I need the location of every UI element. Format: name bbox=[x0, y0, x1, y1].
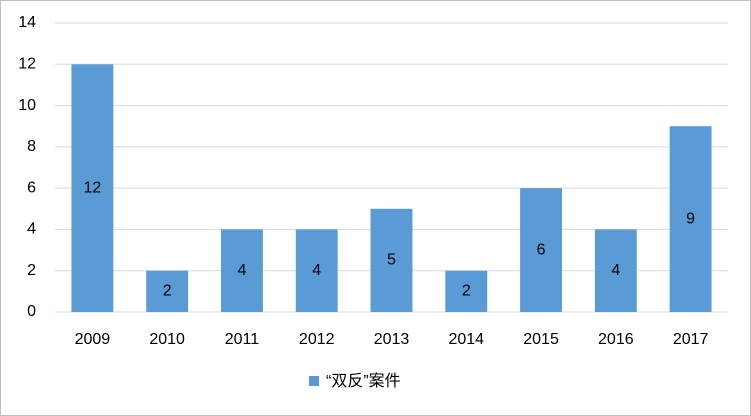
bar bbox=[594, 229, 637, 312]
y-tick-label: 6 bbox=[27, 179, 36, 196]
data-label: 2 bbox=[462, 283, 471, 300]
x-tick-label: 2010 bbox=[149, 331, 185, 348]
y-tick-label: 10 bbox=[18, 97, 36, 114]
y-tick-label: 0 bbox=[27, 303, 36, 320]
data-label: 2 bbox=[163, 283, 172, 300]
x-tick-label: 2014 bbox=[448, 331, 484, 348]
data-label: 6 bbox=[537, 241, 546, 258]
y-tick-label: 2 bbox=[27, 262, 36, 279]
x-tick-label: 2013 bbox=[374, 331, 410, 348]
y-tick-label: 14 bbox=[18, 14, 36, 31]
y-tick-label: 12 bbox=[18, 56, 36, 73]
data-label: 4 bbox=[611, 262, 620, 279]
bar bbox=[520, 188, 562, 312]
data-label: 4 bbox=[312, 262, 321, 279]
y-tick-label: 8 bbox=[27, 138, 36, 155]
data-label: 12 bbox=[83, 179, 101, 196]
bar bbox=[669, 126, 712, 312]
bar bbox=[146, 270, 189, 312]
x-tick-label: 2015 bbox=[523, 331, 559, 348]
bar bbox=[445, 270, 488, 312]
x-tick-label: 2017 bbox=[673, 331, 709, 348]
y-tick-label: 4 bbox=[27, 221, 36, 238]
data-label: 5 bbox=[387, 252, 396, 269]
bar bbox=[71, 64, 114, 313]
x-tick-label: 2016 bbox=[598, 331, 634, 348]
data-label: 4 bbox=[237, 262, 246, 279]
bar bbox=[221, 229, 263, 312]
bar bbox=[295, 229, 338, 312]
legend-label: “双反”案件 bbox=[326, 372, 401, 390]
x-tick-label: 2009 bbox=[75, 331, 111, 348]
legend-swatch bbox=[309, 376, 319, 386]
data-label: 9 bbox=[686, 210, 695, 227]
bar bbox=[370, 208, 413, 312]
x-tick-label: 2011 bbox=[225, 331, 260, 348]
x-tick-label: 2012 bbox=[299, 331, 335, 348]
